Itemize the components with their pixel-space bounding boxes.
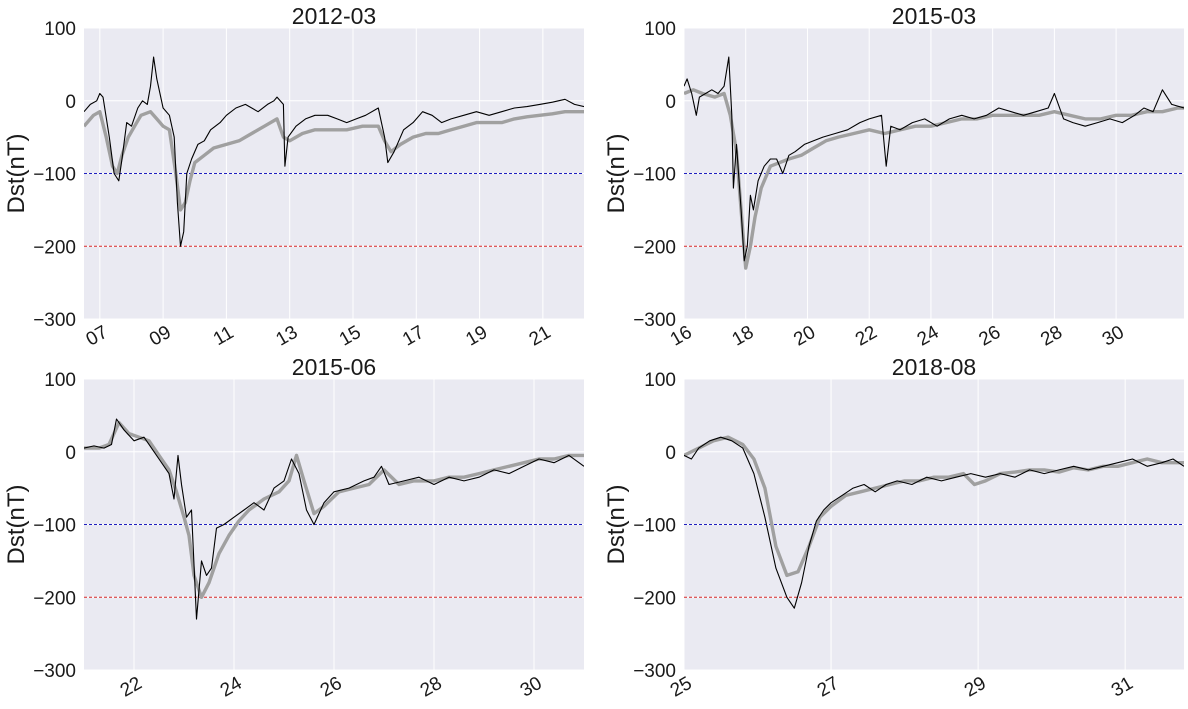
y-tick-label: −100 bbox=[33, 165, 76, 186]
y-tick-label: 100 bbox=[44, 19, 76, 40]
y-tick-label: −100 bbox=[633, 516, 676, 537]
y-tick-label: −100 bbox=[33, 516, 76, 537]
x-tick-label: 22 bbox=[117, 673, 146, 702]
y-axis-label: Dst(nT) bbox=[603, 485, 630, 565]
y-tick-label: −300 bbox=[633, 661, 676, 682]
x-tick-label: 26 bbox=[975, 322, 1004, 351]
x-tick-label: 30 bbox=[517, 673, 546, 702]
x-tick-label: 30 bbox=[1099, 322, 1128, 351]
x-tick-label: 11 bbox=[210, 322, 238, 350]
y-tick-label: −100 bbox=[633, 165, 676, 186]
y-axis-label: Dst(nT) bbox=[3, 134, 30, 214]
x-tick-label: 07 bbox=[83, 322, 112, 351]
y-axis-label: Dst(nT) bbox=[603, 134, 630, 214]
chart-title: 2015-06 bbox=[292, 354, 376, 380]
observed-series-line bbox=[84, 56, 584, 247]
x-tick-label: 21 bbox=[526, 322, 555, 351]
y-tick-label: 100 bbox=[644, 19, 676, 40]
y-tick-label: 0 bbox=[665, 443, 676, 464]
panel-1: 2012-03 Dst(nT) 100 0 −100 −200 −300 07 09 11 13 15… bbox=[3, 3, 584, 351]
x-tick-label: 28 bbox=[417, 673, 446, 702]
y-tick-label: −200 bbox=[33, 237, 76, 258]
x-tick-label: 22 bbox=[852, 322, 881, 351]
x-tick-label: 28 bbox=[1037, 322, 1066, 351]
chart-title: 2018-08 bbox=[892, 354, 976, 380]
y-tick-label: 0 bbox=[65, 443, 76, 464]
observed-series-line bbox=[684, 436, 1184, 609]
x-tick-label: 27 bbox=[814, 673, 843, 702]
model-series-line bbox=[84, 110, 584, 212]
y-tick-label: 100 bbox=[644, 370, 676, 391]
y-tick-label: 0 bbox=[665, 92, 676, 113]
x-tick-label: 24 bbox=[217, 673, 246, 702]
x-tick-label: 19 bbox=[462, 322, 491, 351]
x-tick-label: 29 bbox=[961, 673, 990, 702]
x-tick-label: 24 bbox=[914, 322, 943, 351]
model-series-line bbox=[84, 420, 584, 599]
x-tick-label: 13 bbox=[273, 322, 302, 351]
x-tick-label: 18 bbox=[729, 322, 758, 351]
observed-series-line bbox=[84, 418, 584, 620]
x-tick-label: 09 bbox=[146, 322, 175, 351]
panel-3: 2015-06 Dst(nT) 100 0 −100 −200 −300 22 24 26 28 30 bbox=[3, 354, 584, 702]
y-tick-label: −300 bbox=[33, 310, 76, 331]
x-tick-label: 26 bbox=[317, 673, 346, 702]
x-tick-label: 31 bbox=[1108, 673, 1137, 702]
x-tick-label: 17 bbox=[399, 322, 428, 351]
y-tick-label: −200 bbox=[33, 588, 76, 609]
y-tick-label: −200 bbox=[633, 237, 676, 258]
y-tick-label: −300 bbox=[33, 661, 76, 682]
x-tick-label: 20 bbox=[790, 322, 819, 351]
y-tick-label: −300 bbox=[633, 310, 676, 331]
observed-series-line bbox=[684, 56, 1184, 262]
x-tick-label: 15 bbox=[336, 322, 365, 351]
y-tick-label: −200 bbox=[633, 588, 676, 609]
y-tick-label: 100 bbox=[44, 370, 76, 391]
y-tick-label: 0 bbox=[65, 92, 76, 113]
chart-title: 2012-03 bbox=[292, 3, 376, 29]
y-axis-label: Dst(nT) bbox=[3, 485, 30, 565]
chart-title: 2015-03 bbox=[892, 3, 976, 29]
